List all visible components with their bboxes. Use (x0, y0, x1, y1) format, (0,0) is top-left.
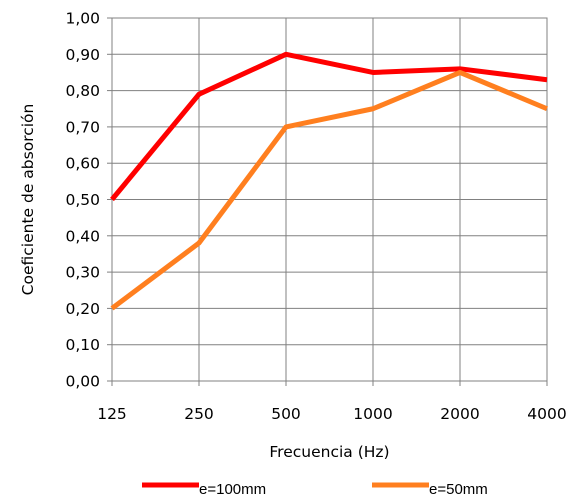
x-tick-label: 4000 (527, 405, 566, 423)
y-tick-label: 0,50 (65, 191, 100, 209)
legend-label: e=100mm (199, 481, 266, 494)
y-tick-label: 0,00 (65, 373, 100, 391)
x-axis-title: Frecuencia (Hz) (269, 443, 389, 461)
series-line-e=50mm (110, 69, 548, 311)
y-tick-label: 0,20 (65, 300, 100, 318)
grid (112, 18, 547, 381)
x-tick-label: 125 (97, 405, 127, 423)
series-line-e=100mm (110, 51, 548, 202)
y-tick-label: 0,80 (65, 82, 100, 100)
x-tick-label: 2000 (440, 405, 479, 423)
y-tick-label: 0,70 (65, 118, 100, 136)
y-tick-label: 0,30 (65, 264, 100, 282)
tick-marks (107, 17, 548, 386)
x-tick-label: 1000 (353, 405, 392, 423)
y-tick-labels: 0,00 0,10 0,20 0,30 0,40 0,50 0,60 0,70 0,80 0,90… (65, 10, 100, 391)
x-tick-label: 250 (184, 405, 214, 423)
y-tick-label: 0,60 (65, 155, 100, 173)
x-tick-label: 500 (271, 405, 301, 423)
legend: e=100mm e=50mm (142, 481, 488, 494)
y-tick-label: 0,90 (65, 46, 100, 64)
y-tick-label: 0,40 (65, 227, 100, 245)
series-lines (110, 51, 548, 311)
y-tick-label: 0,10 (65, 336, 100, 354)
x-tick-labels: 125 250 500 1000 2000 4000 (97, 405, 567, 423)
y-tick-label: 1,00 (65, 10, 100, 28)
legend-label: e=50mm (429, 481, 488, 494)
y-axis-title: Coeficiente de absorción (19, 104, 37, 296)
